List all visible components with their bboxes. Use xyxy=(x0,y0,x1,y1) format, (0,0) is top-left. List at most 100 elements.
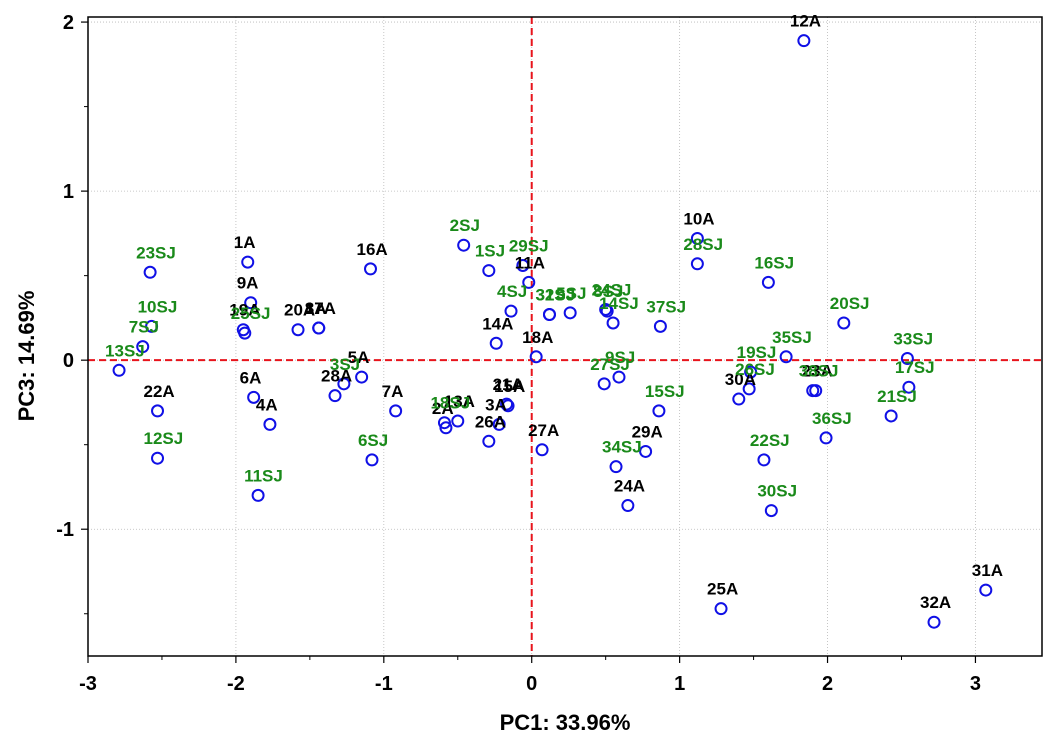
point-21sj xyxy=(884,409,898,423)
point-6sj xyxy=(365,453,379,467)
point-21a xyxy=(500,397,514,411)
label-38sj: 38SJ xyxy=(799,362,839,381)
point-4a xyxy=(263,417,277,431)
label-6sj: 6SJ xyxy=(358,431,388,450)
label-31a: 31A xyxy=(972,561,1003,580)
point-36sj xyxy=(819,431,833,445)
label-36sj: 36SJ xyxy=(812,409,852,428)
x-tick-label: -3 xyxy=(79,673,97,695)
point-18a xyxy=(529,350,543,364)
label-13a: 13A xyxy=(444,392,475,411)
label-28sj: 28SJ xyxy=(683,235,723,254)
point-20a xyxy=(291,323,305,337)
point-16a xyxy=(364,262,378,276)
label-21a: 21A xyxy=(493,375,524,394)
label-20sj: 20SJ xyxy=(830,294,870,313)
point-28a xyxy=(328,389,342,403)
label-11sj: 11SJ xyxy=(244,466,283,485)
label-3sj: 3SJ xyxy=(330,355,360,374)
point-22a xyxy=(151,404,165,418)
point-19sj xyxy=(744,365,758,379)
point-1a xyxy=(241,255,255,269)
label-15sj: 15SJ xyxy=(645,382,685,401)
axis-ticks: -3 -2 -1 0 1 2 3 -1 0 1 2 xyxy=(56,12,981,695)
point-28sj xyxy=(690,257,704,271)
point-13sj xyxy=(112,363,126,377)
label-16sj: 16SJ xyxy=(754,253,794,272)
point-38sj xyxy=(806,384,820,398)
label-32a: 32A xyxy=(920,593,951,612)
point-17sj xyxy=(902,380,916,394)
label-9a: 9A xyxy=(237,274,259,293)
point-1sj xyxy=(482,264,496,278)
label-29a: 29A xyxy=(632,422,663,441)
point-37sj xyxy=(653,319,667,333)
label-32sj: 32SJ xyxy=(535,286,575,305)
point-35sj xyxy=(779,350,793,364)
label-17a: 17A xyxy=(305,299,336,318)
point-11a xyxy=(522,275,536,289)
point-9a xyxy=(244,296,258,310)
point-22sj xyxy=(757,453,771,467)
label-30a: 30A xyxy=(725,370,756,389)
label-28a: 28A xyxy=(321,367,352,386)
label-25a: 25A xyxy=(707,580,738,599)
label-20a: 20A xyxy=(284,301,315,320)
point-30sj xyxy=(764,504,778,518)
x-tick-label: 0 xyxy=(526,673,537,695)
label-21sj: 21SJ xyxy=(877,387,917,406)
label-15a: 15A xyxy=(494,377,525,396)
label-10a: 10A xyxy=(683,209,714,228)
point-25a xyxy=(714,602,728,616)
point-20sj xyxy=(837,316,851,330)
point-32a xyxy=(927,615,941,629)
point-31a xyxy=(979,583,993,597)
x-axis-title: PC1: 33.96% xyxy=(500,710,631,735)
label-25sj: 25SJ xyxy=(231,304,271,323)
label-12a: 12A xyxy=(790,12,821,31)
point-16sj xyxy=(761,275,775,289)
label-11a: 11A xyxy=(515,253,545,272)
label-4sj: 4SJ xyxy=(497,282,527,301)
point-24a xyxy=(621,499,635,513)
point-5sj xyxy=(563,306,577,320)
label-17sj: 17SJ xyxy=(895,358,935,377)
label-24sj: 24SJ xyxy=(592,280,632,299)
point-26sj xyxy=(742,382,756,396)
label-19a: 19A xyxy=(229,301,260,320)
point-30a xyxy=(732,392,746,406)
label-23sj: 23SJ xyxy=(136,243,176,262)
point-33sj xyxy=(900,351,914,365)
label-8a: 8A xyxy=(305,299,327,318)
point-2sj xyxy=(457,238,471,252)
label-1sj: 1SJ xyxy=(475,242,505,261)
y-tick-label: 0 xyxy=(63,350,74,372)
label-1a: 1A xyxy=(234,233,256,252)
point-5a xyxy=(355,370,369,384)
label-26a: 26A xyxy=(475,412,506,431)
point-7sj xyxy=(136,340,150,354)
point-9sj xyxy=(612,370,626,384)
label-22a: 22A xyxy=(144,382,175,401)
data-points xyxy=(112,34,993,629)
point-11sj xyxy=(251,488,265,502)
label-37sj: 37SJ xyxy=(646,297,686,316)
label-34sj: 34SJ xyxy=(602,438,642,457)
point-10a xyxy=(690,231,704,245)
y-tick-label: 2 xyxy=(63,12,74,34)
x-tick-label: 2 xyxy=(822,673,833,695)
point-32sj xyxy=(542,308,556,322)
point-17a xyxy=(312,321,326,335)
label-9sj: 9SJ xyxy=(605,348,635,367)
point-15a xyxy=(501,399,515,413)
point-25sj xyxy=(238,326,252,340)
label-8sj: 8SJ xyxy=(593,282,623,301)
label-3a: 3A xyxy=(485,395,507,414)
point-10sj xyxy=(145,319,159,333)
point-12sj xyxy=(151,451,165,465)
point-4sj xyxy=(504,304,518,318)
point-15sj xyxy=(652,404,666,418)
label-27sj: 27SJ xyxy=(590,355,630,374)
label-18sj: 18SJ xyxy=(430,394,470,413)
